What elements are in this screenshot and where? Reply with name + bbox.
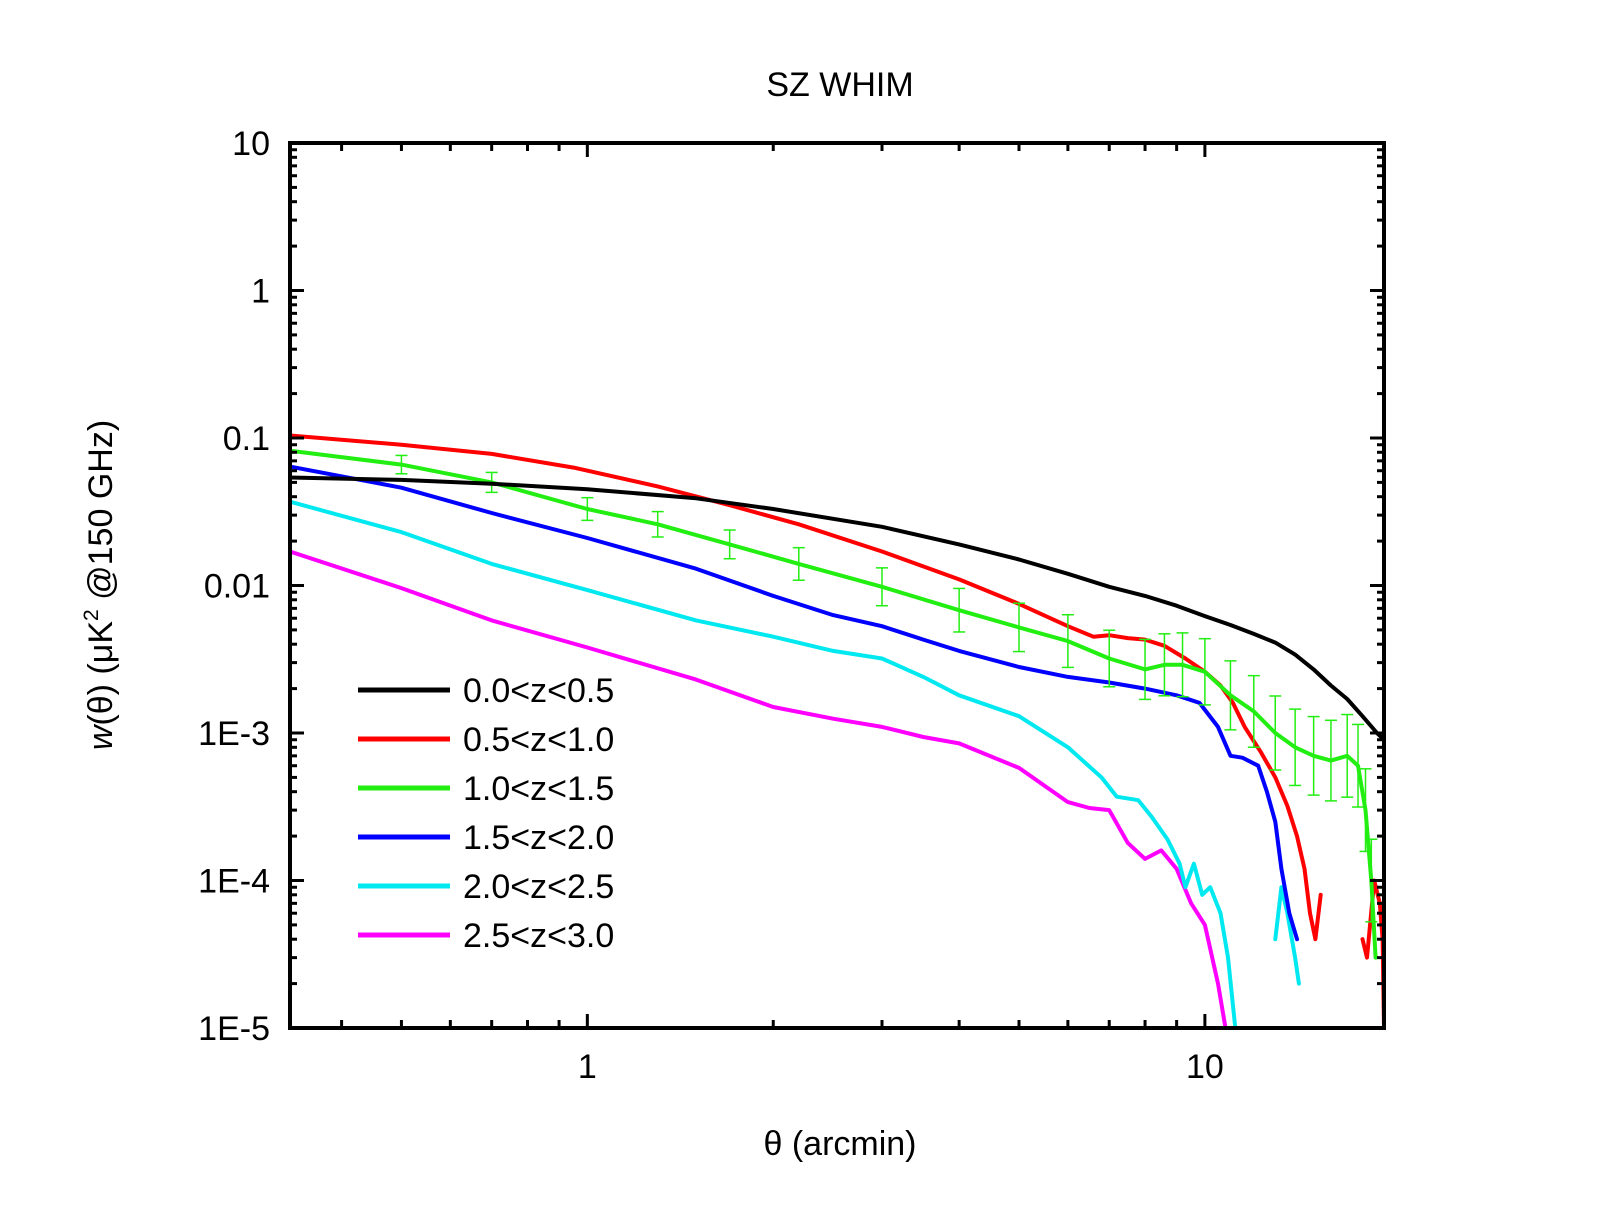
y-axis-label-mid: (θ) (μK — [82, 621, 120, 726]
series-3-line — [290, 464, 1299, 942]
y-tick-label: 0.01 — [204, 568, 270, 606]
legend: 0.0<z<0.5 0.5<z<1.0 1.0<z<1.5 1.5<z<2.0 2.0<… — [358, 672, 614, 955]
y-axis-label-end: @150 GHz) — [82, 420, 120, 609]
y-tick-label: 1E-5 — [198, 1010, 270, 1048]
x-axis-label: θ (arcmin) — [763, 1125, 916, 1163]
y-tick-label: 0.1 — [223, 420, 270, 458]
y-axis-label-w: w — [82, 723, 120, 750]
y-tick-label: 10 — [232, 125, 270, 163]
x-tick-label: 10 — [1186, 1048, 1224, 1086]
legend-label: 1.0<z<1.5 — [463, 770, 614, 808]
y-tick-label: 1 — [251, 273, 270, 311]
plot-series-group — [290, 433, 1384, 1028]
y-tick-label: 1E-3 — [198, 715, 270, 753]
series-layer — [290, 433, 1384, 1028]
series-0-line — [290, 475, 1384, 742]
legend-label: 2.5<z<3.0 — [463, 917, 614, 955]
series-4-line — [290, 499, 1238, 1028]
legend-label: 1.5<z<2.0 — [463, 819, 614, 857]
y-axis-label-sup: 2 — [80, 609, 103, 621]
y-tick-label: 1E-4 — [198, 863, 270, 901]
x-tick-label: 1 — [578, 1048, 597, 1086]
legend-label: 2.0<z<2.5 — [463, 868, 614, 906]
legend-label: 0.5<z<1.0 — [463, 721, 614, 759]
series-2-line — [290, 448, 1378, 960]
y-axis-label: w(θ) (μK2 @150 GHz) — [80, 420, 120, 750]
series-1-line — [290, 433, 1323, 942]
plot-area-frame — [288, 141, 1386, 1030]
axis-ticks: 1 10 10 1 0.1 0.01 1E-3 1E-4 1E-5 — [198, 125, 1384, 1086]
legend-label: 0.0<z<0.5 — [463, 672, 614, 710]
chart-title: SZ WHIM — [766, 66, 913, 104]
